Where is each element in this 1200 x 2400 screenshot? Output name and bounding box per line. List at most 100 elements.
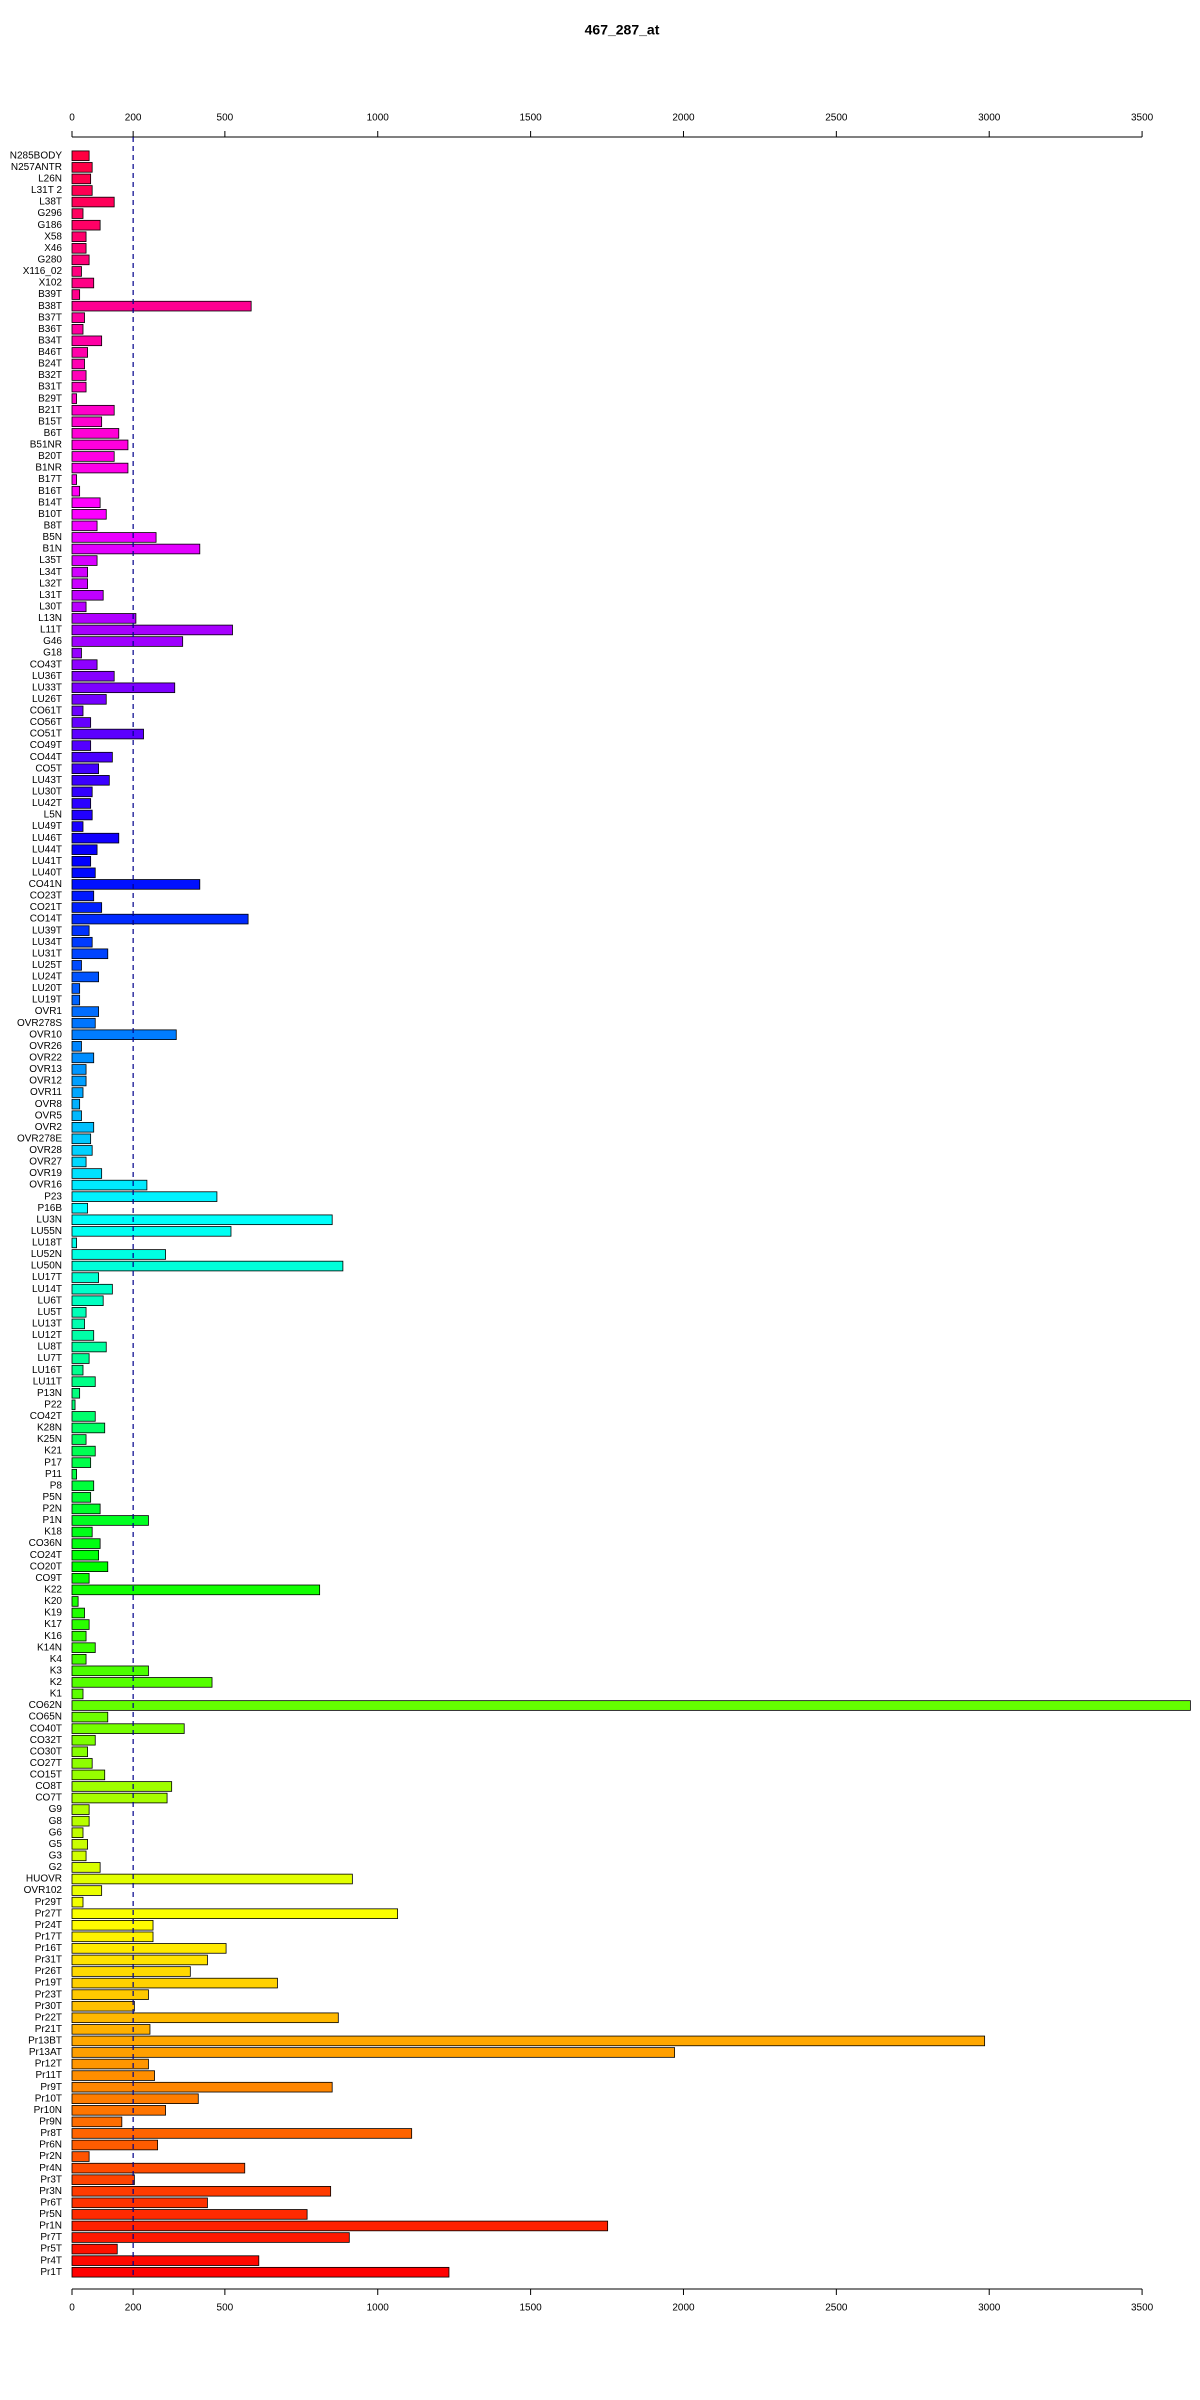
y-tick-label: LU52N [31, 1249, 62, 1260]
y-tick-label: HUOVR [26, 1874, 62, 1885]
bar [71, 150, 90, 162]
y-tick-label: Pr6T [40, 2197, 62, 2208]
y-tick-label: L34T [39, 567, 62, 578]
bar [71, 1434, 87, 1445]
y-tick-label: B51NR [30, 440, 62, 451]
bar [71, 1214, 333, 1226]
y-tick-label: OVR19 [29, 1168, 62, 1179]
y-tick-label: B46T [38, 347, 62, 358]
bar [71, 1411, 96, 1422]
y-tick-label: LU8T [38, 1342, 62, 1353]
y-tick-label: P17 [44, 1457, 62, 1468]
bar [71, 1896, 84, 1908]
bar [71, 1133, 92, 1145]
bar [71, 555, 98, 566]
y-tick-label: Pr3T [40, 2174, 62, 2185]
bar [71, 416, 103, 428]
y-tick-label: LU41T [32, 856, 62, 867]
y-tick-label: Pr9T [40, 2082, 62, 2093]
bar [71, 428, 120, 439]
y-tick-label: K25N [37, 1434, 62, 1445]
bar [71, 1758, 93, 1769]
bar [71, 370, 87, 381]
y-tick-label: CO44T [30, 752, 62, 763]
y-tick-label: P11 [45, 1469, 62, 1480]
y-tick-label: CO41N [29, 879, 62, 890]
bar [71, 1839, 88, 1850]
y-tick-label: B36T [38, 324, 62, 335]
bar [71, 2093, 199, 2104]
y-tick-label: X102 [39, 278, 63, 289]
y-tick-label: CO20T [30, 1561, 62, 1572]
bar [71, 670, 115, 682]
y-tick-label: P2N [43, 1504, 62, 1515]
x-tick-label: 200 [125, 2303, 142, 2314]
y-tick-label: Pr31T [35, 1955, 62, 1966]
y-tick-label: K14N [37, 1642, 62, 1653]
bar [71, 578, 88, 589]
bar [71, 809, 93, 821]
y-tick-label: LU20T [32, 983, 62, 994]
x-tick-label: 500 [217, 2303, 234, 2314]
y-tick-label: LU16T [32, 1365, 62, 1376]
y-tick-label: CO27T [30, 1758, 62, 1769]
y-tick-label: OVR278E [17, 1133, 62, 1144]
bar [71, 2139, 159, 2151]
bar [71, 1179, 148, 1191]
bar [71, 1226, 232, 1237]
y-tick-label: Pr30T [35, 2001, 62, 2012]
y-tick-label: LU24T [32, 972, 62, 983]
y-tick-label: CO61T [30, 706, 62, 717]
y-tick-label: CO56T [30, 717, 62, 728]
y-tick-label: Pr22T [35, 2012, 62, 2023]
y-tick-label: K1 [50, 1689, 63, 1700]
y-tick-label: OVR102 [24, 1885, 63, 1896]
y-tick-label: CO49T [30, 740, 62, 751]
bar [71, 763, 99, 774]
x-tick-label: 0 [69, 113, 75, 124]
bar [71, 1954, 208, 1966]
bar [71, 1688, 84, 1700]
bar [71, 717, 92, 728]
y-tick-label: N285BODY [10, 150, 63, 161]
bar [71, 1515, 149, 1526]
bar [71, 682, 176, 694]
y-tick-label: G8 [49, 1816, 63, 1827]
bar [71, 2255, 260, 2266]
bar [71, 821, 84, 832]
y-tick-label: OVR27 [29, 1157, 62, 1168]
y-tick-label: LU44T [32, 844, 62, 855]
y-tick-label: LU7T [38, 1353, 62, 1364]
bar [71, 1977, 278, 1989]
y-tick-label: B16T [38, 486, 62, 497]
y-tick-label: CO40T [30, 1723, 62, 1734]
y-tick-label: CO65N [29, 1712, 62, 1723]
x-tick-label: 3500 [1131, 2303, 1154, 2314]
y-tick-label: Pr10T [35, 2093, 62, 2104]
bar [71, 751, 113, 763]
bar [71, 173, 92, 185]
bar [71, 2174, 135, 2185]
bar [71, 1607, 85, 1619]
y-tick-label: G6 [49, 1827, 63, 1838]
y-tick-label: Pr1N [39, 2221, 62, 2232]
bar [71, 358, 85, 370]
bar [71, 913, 249, 925]
bar [71, 1237, 77, 1249]
bar [71, 1873, 353, 1885]
bar [71, 1573, 90, 1584]
y-tick-label: Pr3N [39, 2186, 62, 2197]
bar [71, 2116, 123, 2128]
bar [71, 1202, 88, 1214]
bar [71, 2209, 308, 2220]
y-tick-label: L35T [39, 555, 62, 566]
bar [71, 1943, 227, 1954]
bar [71, 1908, 399, 1919]
bar [71, 1538, 101, 1549]
y-tick-label: Pr24T [35, 1920, 62, 1931]
bar [71, 1584, 321, 1596]
y-tick-label: G18 [43, 648, 62, 659]
bar [71, 1931, 154, 1943]
bar [71, 786, 93, 798]
bar [71, 1480, 95, 1492]
